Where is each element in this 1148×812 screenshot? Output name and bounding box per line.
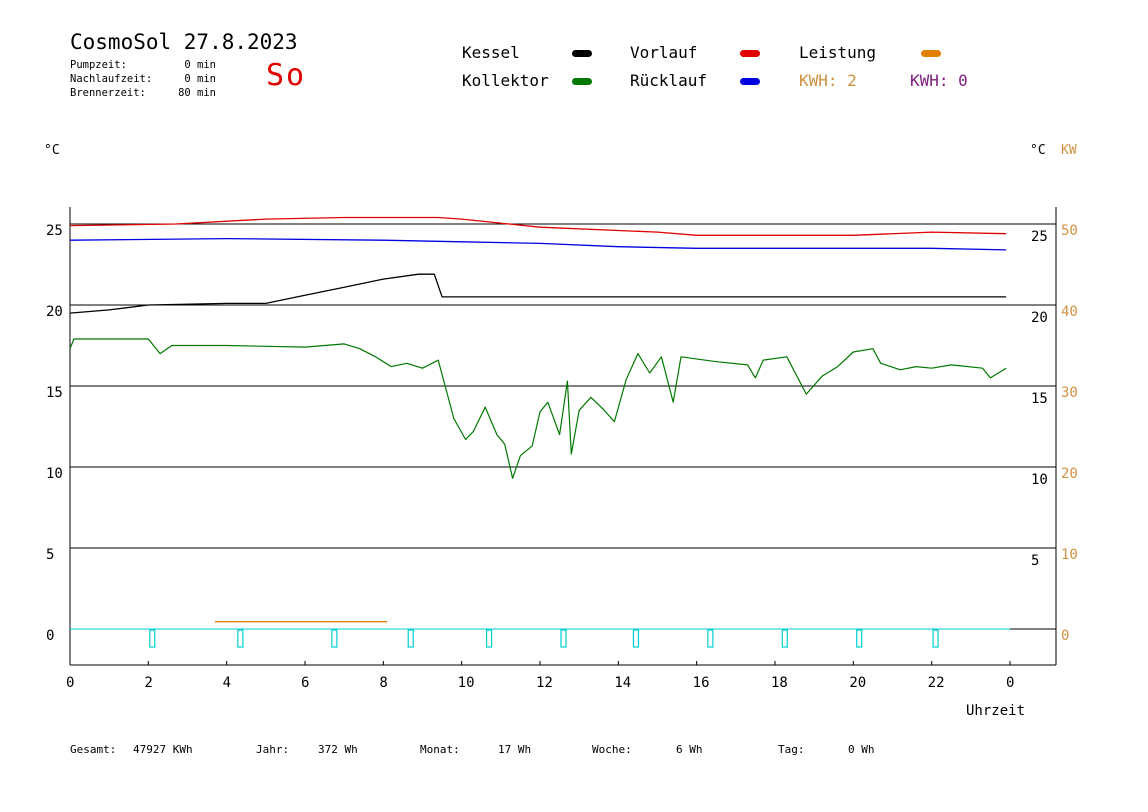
- y-tick-label-left: 5: [46, 547, 54, 563]
- y-tick-label-kw: 20: [1061, 466, 1078, 482]
- year-value: 372 Wh: [318, 743, 358, 756]
- y-tick-label-right: 20: [1031, 310, 1048, 326]
- day-total-value: 0 Wh: [848, 743, 875, 756]
- legend-kessel-swatch: [572, 50, 592, 57]
- series-line-vorlauf: [69, 216, 1007, 236]
- y-tick-label-right: 10: [1031, 472, 1048, 488]
- pump-marker: [485, 629, 493, 648]
- pump-marker: [632, 629, 640, 648]
- y-tick-label-left: 20: [46, 304, 63, 320]
- x-axis-label: Uhrzeit: [966, 703, 1025, 719]
- stat-value: 0 min: [184, 73, 216, 85]
- y-tick-label-kw: 50: [1061, 223, 1078, 239]
- x-tick-label: 2: [144, 675, 152, 691]
- y-tick-label-kw: 30: [1061, 385, 1078, 401]
- legend-kessel-label: Kessel: [462, 43, 520, 62]
- runtime-stats: Pumpzeit: 0 min Nachlaufzeit: 0 min Bren…: [70, 58, 216, 100]
- legend-kwh-solar: KWH: 2: [799, 71, 857, 90]
- stat-row-pumpzeit: Pumpzeit: 0 min: [70, 58, 216, 72]
- x-tick-label: 0: [1006, 675, 1014, 691]
- month-value: 17 Wh: [498, 743, 532, 756]
- stat-value: 0 min: [184, 59, 216, 71]
- x-tick-label: 8: [379, 675, 387, 691]
- legend-leistung-swatch: [921, 50, 941, 57]
- series-line-kessel: [69, 273, 1007, 314]
- y-tick-label-kw: 10: [1061, 547, 1078, 563]
- pump-marker: [407, 629, 414, 648]
- total-value: 47927 KWh: [133, 743, 193, 756]
- y-tick-label-right: 15: [1031, 391, 1048, 407]
- month-label: Monat:: [420, 743, 460, 756]
- x-tick-label: 10: [458, 675, 475, 691]
- weekday-label: So: [266, 58, 307, 93]
- x-tick-label: 22: [928, 675, 945, 691]
- stat-label: Pumpzeit:: [70, 59, 127, 71]
- left-axis-unit: °C: [44, 143, 60, 158]
- pump-marker: [707, 629, 714, 648]
- series-line-ruecklauf: [69, 237, 1007, 251]
- total-label: Gesamt:: [70, 743, 117, 756]
- week-value: 6 Wh: [676, 743, 703, 756]
- y-tick-label-kw: 40: [1061, 304, 1078, 320]
- legend-kollektor-swatch: [572, 78, 592, 85]
- stat-label: Brennerzeit:: [70, 87, 146, 99]
- legend-vorlauf-swatch: [740, 50, 760, 57]
- x-tick-label: 12: [536, 675, 553, 691]
- x-tick-label: 0: [66, 675, 74, 691]
- pump-marker: [237, 629, 244, 648]
- x-tick-label: 18: [771, 675, 788, 691]
- page-title: CosmoSol 27.8.2023: [70, 30, 298, 54]
- pump-marker: [932, 629, 939, 648]
- y-tick-label-left: 25: [46, 223, 63, 239]
- series-line-kollektor: [69, 338, 1007, 479]
- y-tick-label-left: 0: [46, 628, 54, 644]
- legend-kwh-other: KWH: 0: [910, 71, 968, 90]
- y-tick-label-left: 10: [46, 466, 63, 482]
- x-tick-label: 6: [301, 675, 309, 691]
- y-tick-label-left: 15: [46, 385, 63, 401]
- pump-marker: [560, 629, 567, 648]
- legend-kollektor-label: Kollektor: [462, 71, 549, 90]
- x-tick-label: 14: [614, 675, 631, 691]
- y-tick-label-right: 25: [1031, 229, 1048, 245]
- x-tick-label: 20: [849, 675, 866, 691]
- legend-leistung-label: Leistung: [799, 43, 877, 62]
- legend-ruecklauf-label: Rücklauf: [630, 71, 708, 90]
- stat-value: 80 min: [178, 87, 216, 99]
- week-label: Woche:: [592, 743, 632, 756]
- x-tick-label: 4: [223, 675, 231, 691]
- pump-marker: [781, 629, 788, 648]
- x-tick-label: 16: [693, 675, 710, 691]
- day-total-label: Tag:: [778, 743, 805, 756]
- pump-marker: [331, 629, 338, 648]
- pump-marker: [149, 629, 156, 648]
- stat-label: Nachlaufzeit:: [70, 73, 153, 85]
- y-tick-label-kw: 0: [1061, 628, 1069, 644]
- stat-row-brennerzeit: Brennerzeit: 80 min: [70, 86, 216, 100]
- right-axis-unit-kw: KW: [1061, 143, 1077, 158]
- right-axis-unit-celsius: °C: [1030, 143, 1046, 158]
- y-tick-label-right: 5: [1031, 553, 1039, 569]
- legend-vorlauf-label: Vorlauf: [630, 43, 698, 62]
- legend-ruecklauf-swatch: [740, 78, 760, 85]
- year-label: Jahr:: [256, 743, 290, 756]
- pump-marker: [856, 629, 863, 648]
- stat-row-nachlaufzeit: Nachlaufzeit: 0 min: [70, 72, 216, 86]
